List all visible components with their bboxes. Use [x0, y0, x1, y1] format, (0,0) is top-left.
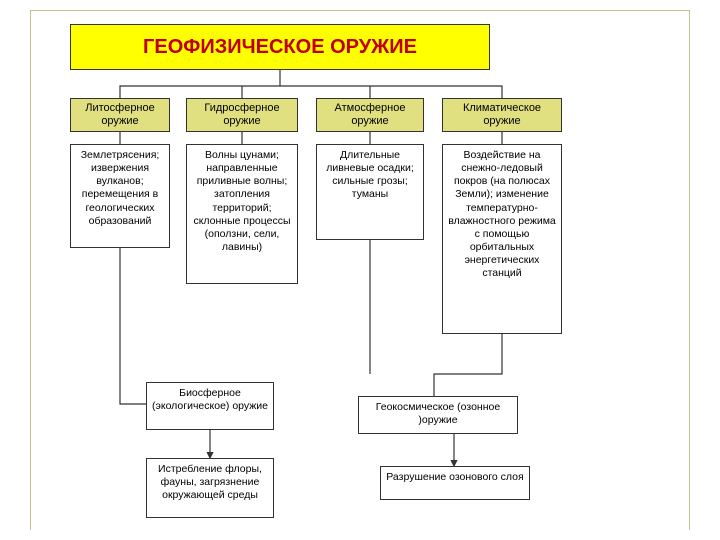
description-d-hydro: Волны цунами; направленные приливные вол…: [186, 144, 298, 284]
category-hydro: Гидросферное оружие: [186, 98, 298, 132]
category-lito: Литосферное оружие: [70, 98, 170, 132]
box-geo-cat: Геокосмическое (озонное )оружие: [358, 396, 518, 434]
category-klima: Климатическое оружие: [442, 98, 562, 132]
box-bio-cat: Биосферное (экологическое) оружие: [146, 382, 274, 430]
outer-frame: [30, 10, 690, 530]
category-atmo: Атмосферное оружие: [316, 98, 424, 132]
box-geo-desc: Разрушение озонового слоя: [380, 466, 530, 500]
box-bio-desc: Истребление флоры, фауны, загрязнение ок…: [146, 458, 274, 518]
title-text: ГЕОФИЗИЧЕСКОЕ ОРУЖИЕ: [143, 36, 417, 59]
description-d-atmo: Длительные ливневые осадки; сильные гроз…: [316, 144, 424, 240]
description-d-lito: Землетрясения; извержения вулканов; пере…: [70, 144, 170, 248]
diagram-title: ГЕОФИЗИЧЕСКОЕ ОРУЖИЕ: [70, 24, 490, 70]
description-d-klima: Воздействие на снежно-ледовый покров (на…: [442, 144, 562, 334]
